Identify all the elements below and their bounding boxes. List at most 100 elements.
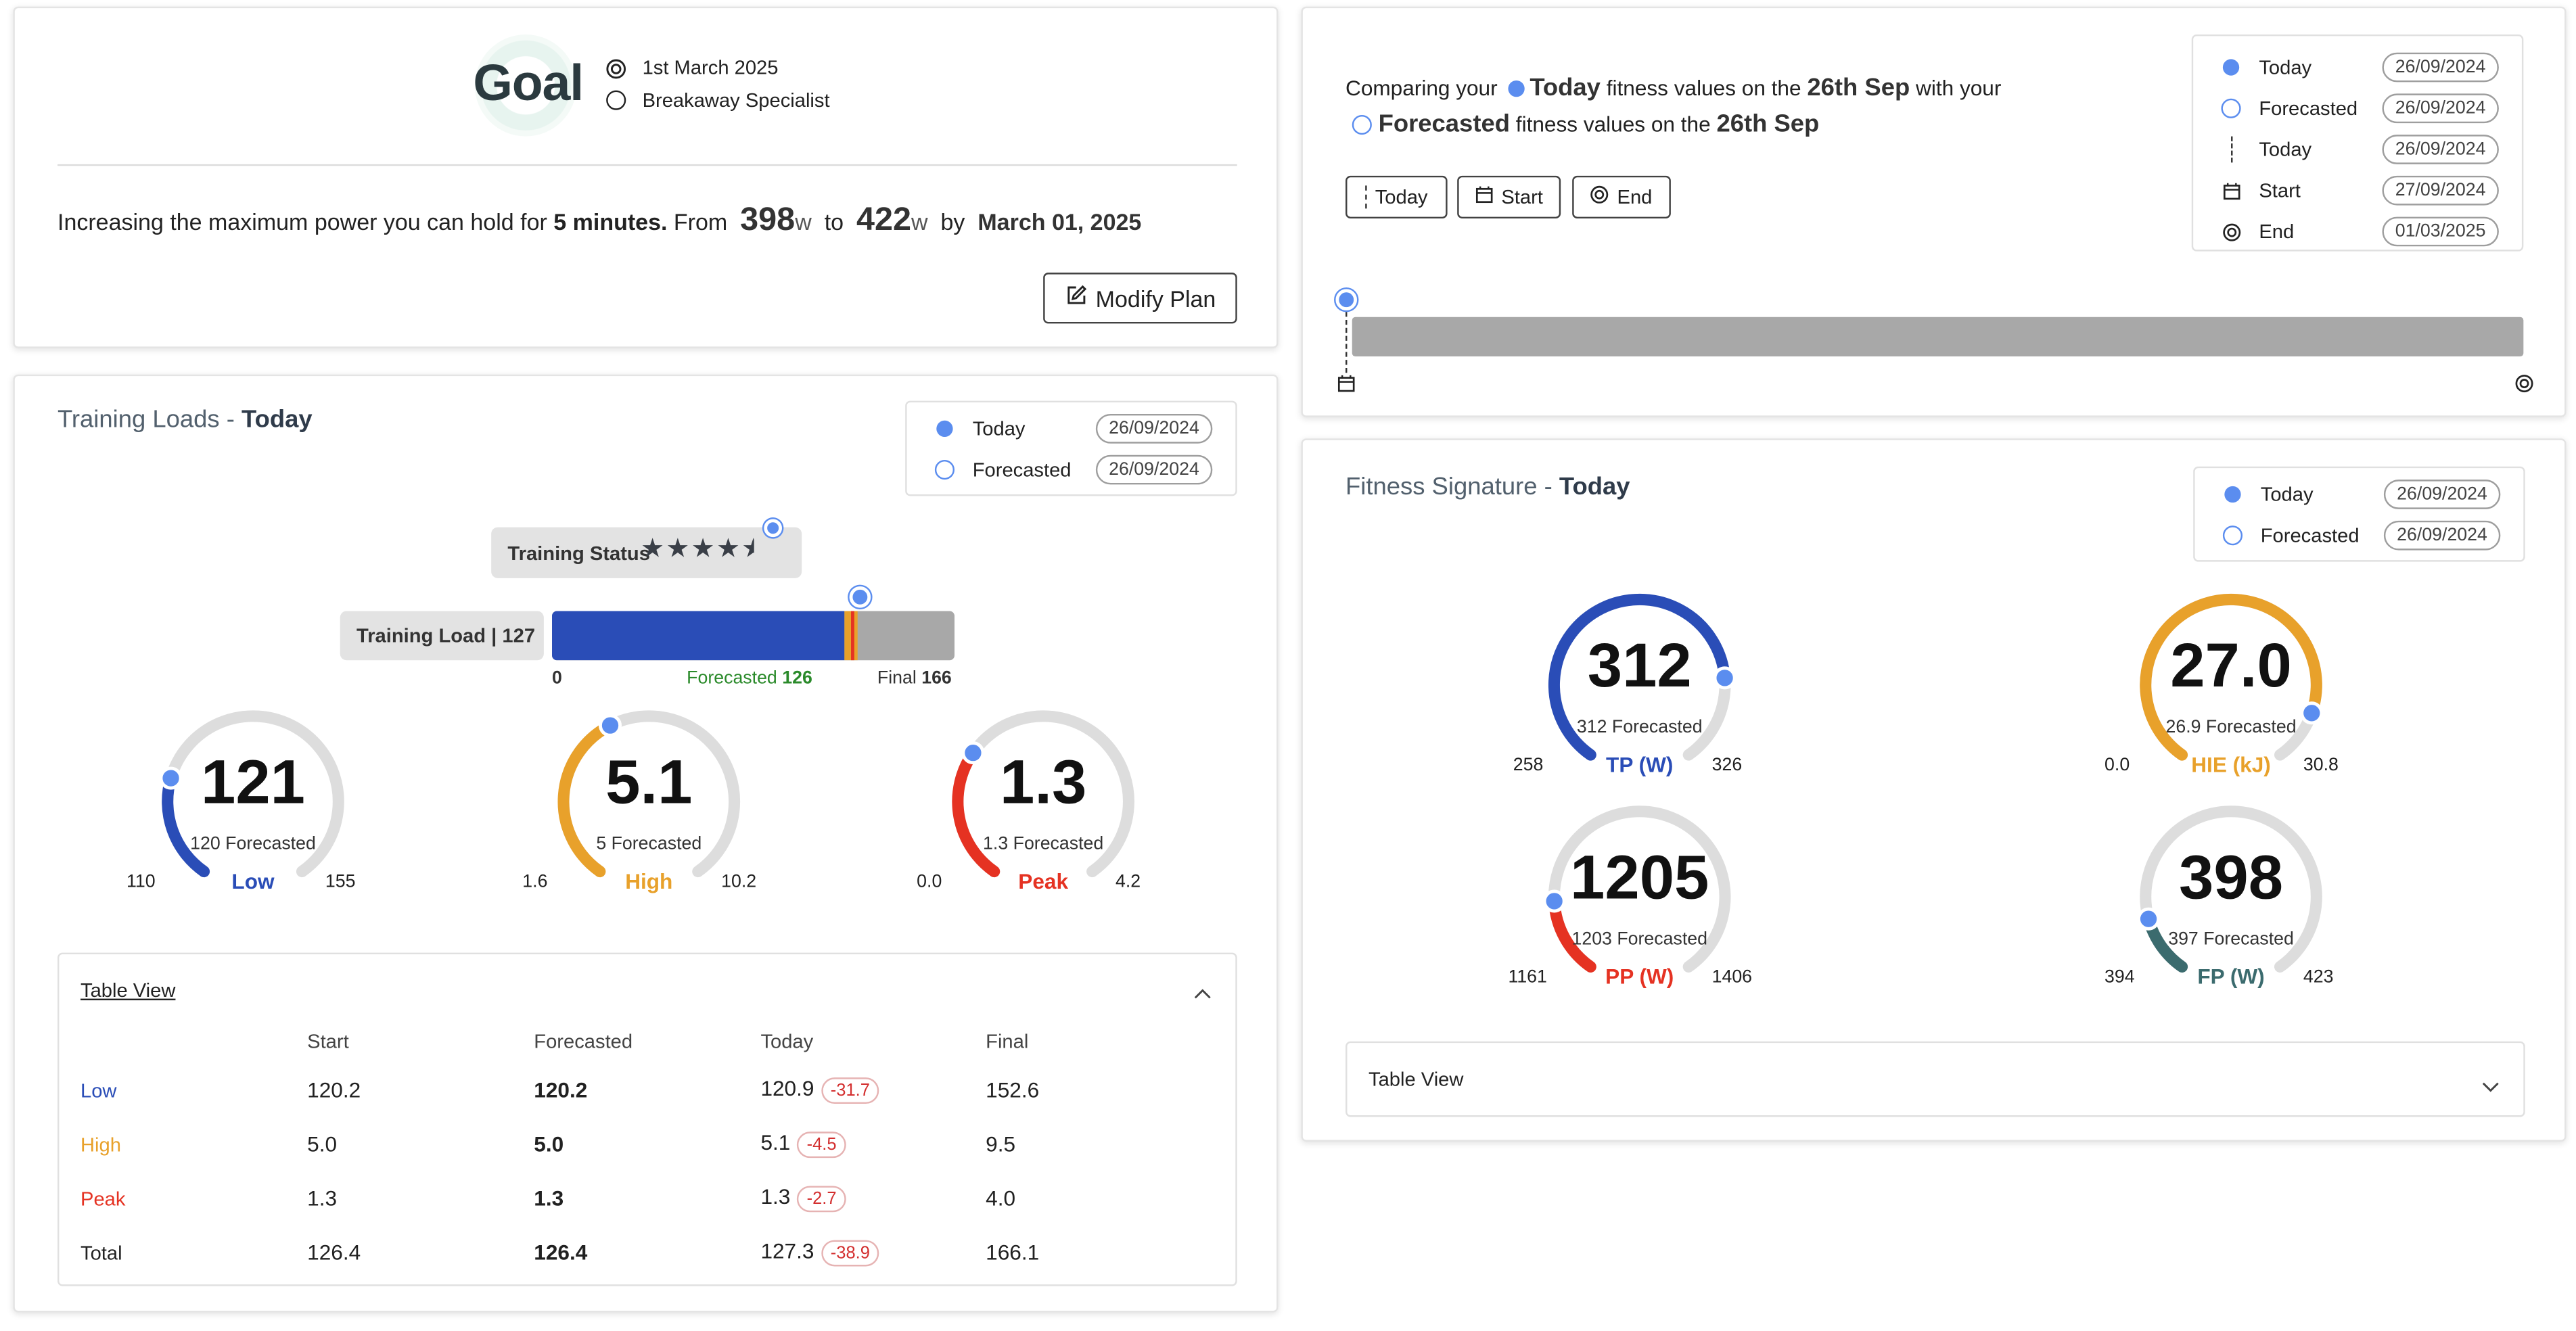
gauge-forecast: 312 Forecasted [1576,717,1703,737]
gauge-name: TP (W) [1606,751,1674,776]
legend-label: Today [2259,55,2312,79]
gauge-arc [1548,593,1736,761]
training-load-label: Training Load | 127 [356,624,536,647]
training-loads-title: Training Loads - Today [58,406,313,434]
gauge-fill [162,772,210,878]
legend-label: Forecasted [2260,523,2360,547]
today-label: Today [1530,74,1601,102]
gauge-value: 27.0 [2170,632,2292,701]
gauge-value: 5.1 [605,748,693,818]
gauge-min: 258 [1513,755,1544,775]
table-header-row: Start Forecasted Today Final [80,1020,1214,1063]
table-header [80,1020,307,1063]
training-status-stars: ★★★★★ [641,536,754,565]
start-button[interactable]: Start [1457,175,1561,219]
end-button[interactable]: End [1572,175,1671,219]
gauge-value: 398 [2179,843,2284,913]
cell-start: 120.2 [307,1077,361,1102]
section-title-bold: Today [242,405,313,434]
star-icon: ★ [716,535,740,564]
section-title: Fitness Signature - [1346,473,1559,501]
timeline-today-line [1346,304,1348,373]
gauge-arc [1542,805,1731,973]
gauge-arc [557,710,741,878]
legend-label: Forecasted [2259,97,2358,120]
timeline-track[interactable] [1352,317,2524,357]
table-view-toggle[interactable]: Table View [1368,1067,1464,1091]
comparison-date: 26th Sep [1807,74,1910,102]
legend-row-today: Today 26/09/2024 [930,413,1213,446]
legend-date: 01/03/2025 [2382,216,2499,247]
goal-by-label: by [940,208,965,235]
star-icon: ★ [641,535,664,564]
section-title: Training Loads - [58,405,242,434]
gauge-marker [1713,666,1736,690]
gauge-fill [952,747,1001,878]
delta-badge: -4.5 [797,1131,847,1159]
table-header: Start [307,1029,349,1053]
goal-from-unit: w [795,208,812,235]
legend-date: 27/09/2024 [2382,175,2499,206]
gauge-value: 121 [201,748,305,818]
chevron-down-icon[interactable] [2481,1073,2500,1102]
cell-start: 5.0 [307,1131,338,1157]
gauge-min: 1161 [1508,966,1547,987]
end-button-label: End [1617,185,1653,209]
gauge-arc [2140,593,2324,761]
gauge-fill [2140,593,2322,761]
training-status-box [491,527,802,578]
training-legend: Today 26/09/2024 Forecasted 26/09/2024 [905,400,1237,496]
gauge-forecast: 397 Forecasted [2168,929,2294,950]
table-row: Peak 1.3 1.3 1.3 -2.7 4.0 [80,1171,1214,1225]
gauge-arc [159,710,344,878]
training-load-final: Final 166 [877,668,952,688]
gauge-min: 0.0 [2104,755,2130,775]
goal-from-value: 398 [740,202,796,239]
cell-today: 120.9 -31.7 [760,1063,986,1117]
legend-label: Start [2259,179,2301,202]
today-value: 127.3 [760,1238,814,1263]
modify-plan-label: Modify Plan [1095,285,1216,312]
gauge-marker [1542,889,1566,913]
goal-heading: Goal [473,54,584,112]
today-dot-icon [2224,486,2241,503]
table-view-toggle[interactable]: Table View [80,979,176,1002]
calendar-icon [2216,181,2246,200]
today-button[interactable]: Today [1346,175,1448,219]
gauge-min: 110 [127,871,156,891]
gauge-value: 1205 [1570,843,1709,913]
legend-row-end: End 01/03/2025 [2216,215,2499,248]
legend-date: 26/09/2024 [2382,52,2499,83]
cell-today: 1.3 -2.7 [760,1171,986,1225]
gauge-forecast: 5 Forecasted [596,834,702,854]
legend-row-forecasted: Forecasted 26/09/2024 [2216,92,2499,125]
gauge-min: 0.0 [917,871,942,891]
legend-row-forecasted: Forecasted 26/09/2024 [930,453,1213,486]
legend-date: 26/09/2024 [2383,480,2501,509]
timeline-start-calendar-icon [1337,371,1356,401]
modify-plan-button[interactable]: Modify Plan [1043,273,1237,324]
goal-description: Increasing the maximum power you can hol… [58,202,1141,240]
legend-label: Today [2260,483,2314,507]
gauge-arc [952,710,1134,878]
legend-row-today-line: Today 26/09/2024 [2216,133,2499,166]
comparison-text: fitness values on the [1515,112,1711,137]
comparison-text-line1: Comparing your Today fitness values on t… [1346,74,2001,101]
goal-desc-prefix: Increasing the maximum power you can hol… [58,208,547,235]
training-table-view: Table View Start Forecasted Today Final … [58,952,1237,1286]
chevron-up-icon[interactable] [1193,979,1212,1008]
cell-final: 4.0 [986,1186,1016,1211]
goal-date: 1st March 2025 [642,55,779,79]
cell-start: 1.3 [307,1186,338,1211]
today-dot-icon [936,420,953,438]
fitness-signature-card: Fitness Signature - Today Today 26/09/20… [1301,438,2567,1142]
training-load-marker [850,586,872,608]
today-dot-icon [2222,59,2240,76]
calendar-icon [1475,185,1493,208]
fitness-table-view[interactable]: Table View [1346,1041,2525,1117]
forecast-ring-icon [2221,98,2241,118]
gauge-max: 326 [1711,755,1743,775]
training-status-label: Training Status [507,542,650,565]
timeline-handle[interactable] [1335,289,1358,311]
training-load-bar [552,611,955,661]
